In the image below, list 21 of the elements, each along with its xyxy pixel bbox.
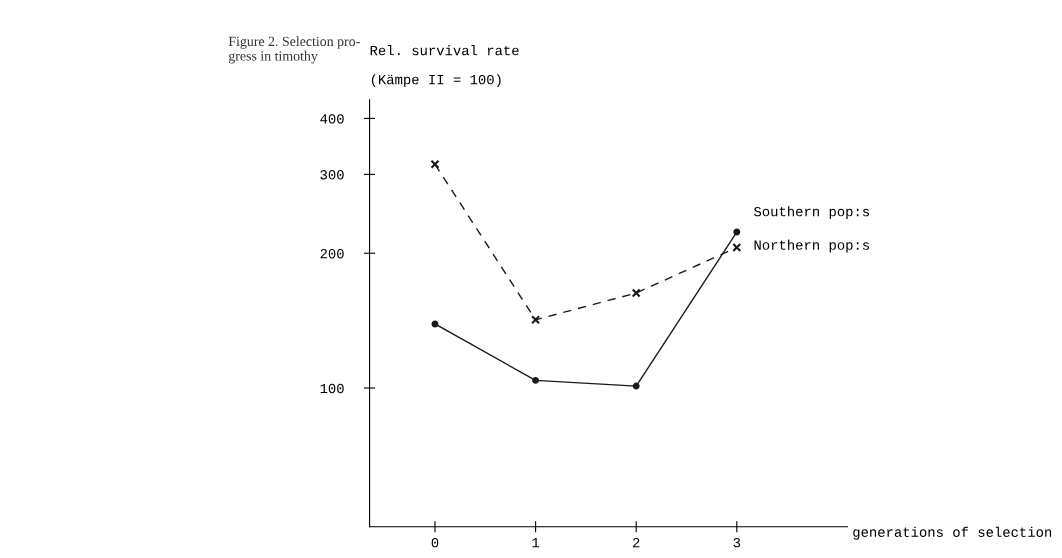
point <box>531 315 541 325</box>
y-tick-label: 300 <box>320 170 344 180</box>
y-tick-label: 100 <box>320 383 344 394</box>
point <box>733 228 741 236</box>
point <box>632 382 640 390</box>
point <box>430 159 440 169</box>
text: Rel. survival rate (Kämpe II = 100) <box>370 45 519 88</box>
point <box>431 320 439 328</box>
point <box>631 288 641 298</box>
y-tick-label: 200 <box>320 248 344 259</box>
point <box>532 376 540 384</box>
chart-title: Figure 2. Selection pro- gress in timothy <box>228 36 360 64</box>
x-tick-label: 1 <box>532 538 540 548</box>
x-tick-label: 0 <box>431 537 439 548</box>
y-tick-label: 400 <box>320 114 344 124</box>
series-label: Northern pop:s <box>754 239 870 253</box>
x-tick-label: 2 <box>633 537 640 548</box>
point <box>732 242 742 252</box>
x-tick-label: 3 <box>733 537 741 548</box>
x-axis-title: generations of selection <box>853 526 1052 540</box>
series-label: Southern pop:s <box>754 206 870 220</box>
